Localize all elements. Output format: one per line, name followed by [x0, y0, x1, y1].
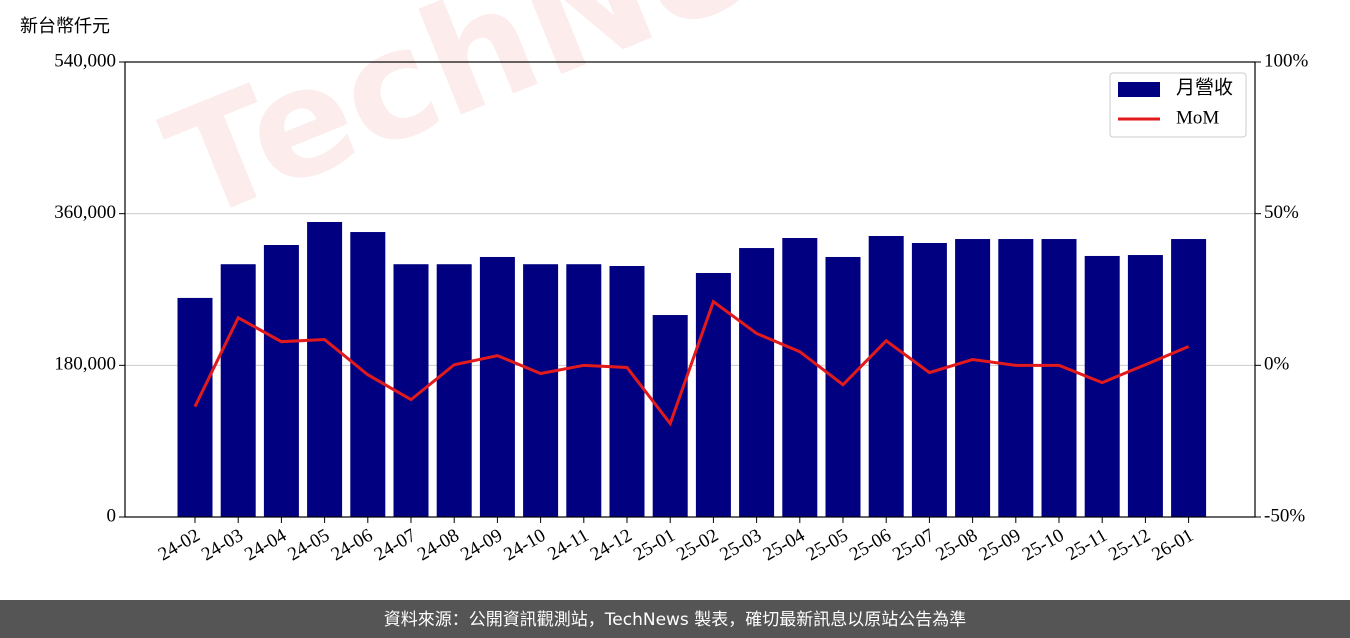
x-tick-label: 25-07 [889, 525, 938, 565]
y2-tick-label: -50% [1264, 505, 1305, 526]
y-tick-label: 360,000 [54, 202, 116, 223]
bar [1127, 255, 1163, 517]
bar [782, 238, 818, 518]
x-tick-label: 25-05 [803, 525, 852, 565]
x-tick-label: 24-07 [371, 525, 420, 565]
bar [695, 272, 731, 517]
y2-tick-label: 100% [1264, 50, 1309, 71]
bar [868, 235, 904, 518]
y2-tick-label: 50% [1264, 202, 1299, 223]
bar [739, 248, 775, 518]
plot-frame [124, 61, 1256, 518]
x-tick-label: 25-01 [630, 525, 679, 565]
y-tick-label: 180,000 [54, 354, 116, 375]
x-tick-label: 24-02 [155, 525, 204, 565]
legend-label: MoM [1176, 107, 1219, 128]
x-tick-label: 24-06 [328, 525, 377, 565]
x-tick-label: 25-11 [1063, 525, 1111, 565]
y-tick-label: 540,000 [54, 50, 116, 71]
bar [955, 239, 991, 518]
bar [177, 297, 213, 517]
x-tick-label: 25-02 [673, 525, 722, 565]
legend: 月營收 MoM [1109, 72, 1247, 138]
bar [1171, 239, 1207, 518]
x-tick-label: 26-01 [1148, 525, 1197, 565]
bar [566, 264, 602, 517]
bar [307, 222, 343, 517]
x-tick-label: 24-03 [198, 525, 247, 565]
x-tick-label: 25-04 [760, 525, 809, 566]
x-tick-label: 24-11 [544, 525, 592, 565]
bar [825, 256, 861, 517]
y2-tick-label: 0% [1264, 354, 1290, 375]
watermark: TechNews [145, 0, 984, 255]
x-tick-label: 24-08 [414, 525, 463, 565]
footer-bar [0, 600, 1350, 638]
x-tick-label: 24-04 [241, 525, 290, 566]
bar [436, 264, 472, 517]
source-note: 資料來源：公開資訊觀測站，TechNews 製表，確切最新訊息以原站公告為準 [384, 610, 966, 630]
x-tick-label: 25-10 [1019, 525, 1068, 565]
legend-label: 月營收 [1176, 76, 1233, 98]
y-axis-unit: 新台幣仟元 [20, 16, 110, 37]
bar [220, 264, 256, 517]
x-tick-label: 25-12 [1105, 525, 1154, 565]
x-tick-label: 24-12 [587, 525, 636, 565]
x-tick-label: 25-09 [976, 525, 1025, 565]
bar [652, 315, 688, 517]
bar [523, 264, 559, 517]
line [193, 299, 1190, 427]
legend-swatch [1118, 82, 1160, 97]
y-tick-label: 0 [107, 505, 117, 526]
bar [998, 239, 1034, 518]
bar [609, 265, 645, 517]
bar [1084, 255, 1120, 517]
bar [479, 256, 515, 517]
bar [911, 242, 947, 517]
x-tick-label: 25-08 [932, 525, 981, 565]
x-tick-label: 25-03 [716, 525, 765, 565]
bar [263, 245, 299, 517]
x-tick-label: 24-05 [284, 525, 333, 565]
bar [1041, 239, 1077, 518]
x-tick-label: 24-09 [457, 525, 506, 565]
x-tick-label: 25-06 [846, 525, 895, 565]
x-tick-label: 24-10 [500, 525, 549, 565]
